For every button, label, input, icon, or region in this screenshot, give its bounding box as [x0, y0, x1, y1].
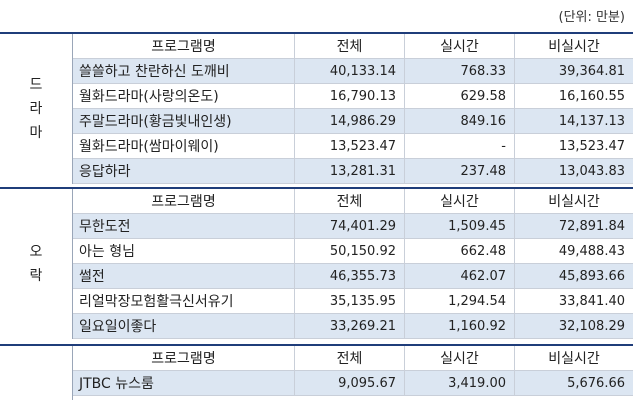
category-label — [0, 346, 73, 400]
total-value: 74,401.29 — [295, 214, 405, 238]
nonrealtime-value: 72,891.84 — [558, 218, 625, 234]
category-char: 라 — [29, 101, 43, 117]
header-program: 프로그램명 — [73, 189, 295, 213]
realtime-value: - — [405, 134, 515, 158]
realtime-value: 1,294.54 — [405, 289, 515, 313]
realtime-value: 768.33 — [405, 59, 515, 83]
program-name: 쓸쓸하고 찬란하신 도깨비 — [73, 59, 295, 83]
category-char: 마 — [29, 125, 43, 141]
table-row: 월화드라마(쌈마이웨이) 13,523.47 - 13,523.47 — [73, 134, 633, 159]
program-name: 주말드라마(황금빛내인생) — [73, 109, 295, 133]
program-name: JTBC 뉴스룸 — [73, 371, 295, 395]
header-nonrealtime: 비실시간 — [548, 351, 600, 367]
total-value: 13,523.47 — [295, 134, 405, 158]
total-value: 13,281.31 — [295, 159, 405, 183]
header-realtime: 실시간 — [405, 346, 515, 370]
table-row: 월화드라마(사랑의온도) 16,790.13 629.58 16,160.55 — [73, 84, 633, 109]
table-row: 무한도전 74,401.29 1,509.45 72,891.84 — [73, 214, 633, 239]
table-row: 아는 형님 50,150.92 662.48 49,488.43 — [73, 239, 633, 264]
header-total: 전체 — [295, 34, 405, 58]
total-value: 50,150.92 — [295, 239, 405, 263]
total-value: 46,355.73 — [295, 264, 405, 288]
nonrealtime-value: 16,160.55 — [558, 88, 625, 104]
header-realtime: 실시간 — [405, 34, 515, 58]
total-value: 9,095.67 — [295, 371, 405, 395]
nonrealtime-value: 13,043.83 — [558, 163, 625, 179]
drama-table: 프로그램명 전체 실시간 비실시간 쓸쓸하고 찬란하신 도깨비 40,133.1… — [73, 34, 633, 184]
program-name: 일요일이좋다 — [73, 314, 295, 338]
table-row: 리얼막장모험활극신서유기 35,135.95 1,294.54 33,841.4… — [73, 289, 633, 314]
program-name: 무한도전 — [73, 214, 295, 238]
section-top-border — [0, 344, 633, 346]
drama-section: 드 라 마 프로그램명 전체 실시간 비실시간 쓸쓸하고 찬란하신 도깨비 40… — [0, 32, 633, 184]
news-table: 프로그램명 전체 실시간 비실시간 JTBC 뉴스룸 9,095.67 3,41… — [73, 346, 633, 396]
realtime-value: 237.48 — [405, 159, 515, 183]
header-total: 전체 — [295, 346, 405, 370]
category-char: 오 — [29, 244, 43, 260]
table-row: 쓸쓸하고 찬란하신 도깨비 40,133.14 768.33 39,364.81 — [73, 59, 633, 84]
header-realtime: 실시간 — [405, 189, 515, 213]
total-value: 40,133.14 — [295, 59, 405, 83]
program-name: 리얼막장모험활극신서유기 — [73, 289, 295, 313]
program-name: 아는 형님 — [73, 239, 295, 263]
entertainment-table: 프로그램명 전체 실시간 비실시간 무한도전 74,401.29 1,509.4… — [73, 189, 633, 339]
nonrealtime-value: 39,364.81 — [558, 63, 625, 79]
unit-label: (단위: 만분) — [558, 10, 626, 25]
table-header-row: 프로그램명 전체 실시간 비실시간 — [73, 34, 633, 59]
program-name: 월화드라마(쌈마이웨이) — [73, 134, 295, 158]
table-row: JTBC 뉴스룸 9,095.67 3,419.00 5,676.66 — [73, 371, 633, 396]
nonrealtime-value: 45,893.66 — [558, 268, 625, 284]
section-top-border — [0, 187, 633, 189]
table-row: 일요일이좋다 33,269.21 1,160.92 32,108.29 — [73, 314, 633, 339]
table-row: 썰전 46,355.73 462.07 45,893.66 — [73, 264, 633, 289]
nonrealtime-value: 32,108.29 — [558, 318, 625, 334]
total-value: 14,986.29 — [295, 109, 405, 133]
category-label: 드 라 마 — [0, 34, 73, 184]
table-row: 주말드라마(황금빛내인생) 14,986.29 849.16 14,137.13 — [73, 109, 633, 134]
program-name: 썰전 — [73, 264, 295, 288]
nonrealtime-value: 49,488.43 — [558, 243, 625, 259]
table-row: 응답하라 13,281.31 237.48 13,043.83 — [73, 159, 633, 184]
header-nonrealtime: 비실시간 — [548, 194, 600, 210]
realtime-value: 462.07 — [405, 264, 515, 288]
realtime-value: 1,509.45 — [405, 214, 515, 238]
news-section: 프로그램명 전체 실시간 비실시간 JTBC 뉴스룸 9,095.67 3,41… — [0, 344, 633, 400]
category-label: 오 락 — [0, 189, 73, 339]
nonrealtime-value: 5,676.66 — [567, 375, 625, 391]
total-value: 33,269.21 — [295, 314, 405, 338]
table-header-row: 프로그램명 전체 실시간 비실시간 — [73, 346, 633, 371]
realtime-value: 1,160.92 — [405, 314, 515, 338]
realtime-value: 3,419.00 — [405, 371, 515, 395]
category-char: 락 — [29, 268, 43, 284]
table-header-row: 프로그램명 전체 실시간 비실시간 — [73, 189, 633, 214]
nonrealtime-value: 33,841.40 — [558, 293, 625, 309]
header-nonrealtime: 비실시간 — [548, 39, 600, 55]
program-name: 월화드라마(사랑의온도) — [73, 84, 295, 108]
total-value: 16,790.13 — [295, 84, 405, 108]
header-program: 프로그램명 — [73, 346, 295, 370]
header-program: 프로그램명 — [73, 34, 295, 58]
nonrealtime-value: 14,137.13 — [558, 113, 625, 129]
total-value: 35,135.95 — [295, 289, 405, 313]
program-name: 응답하라 — [73, 159, 295, 183]
section-top-border — [0, 32, 633, 34]
category-char: 드 — [29, 77, 43, 93]
header-total: 전체 — [295, 189, 405, 213]
nonrealtime-value: 13,523.47 — [558, 138, 625, 154]
realtime-value: 849.16 — [405, 109, 515, 133]
realtime-value: 629.58 — [405, 84, 515, 108]
entertainment-section: 오 락 프로그램명 전체 실시간 비실시간 무한도전 74,401.29 1,5… — [0, 187, 633, 339]
realtime-value: 662.48 — [405, 239, 515, 263]
